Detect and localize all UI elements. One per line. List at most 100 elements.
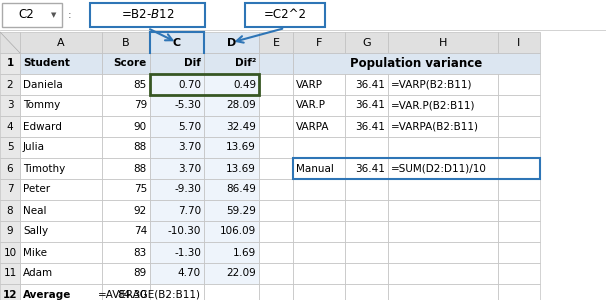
Bar (204, 221, 259, 242)
Bar (293, 179, 345, 200)
Bar (20, 242, 102, 263)
Text: -10.30: -10.30 (168, 226, 201, 236)
Bar (150, 179, 204, 200)
Bar (90, 3, 205, 27)
Bar (293, 158, 345, 179)
Bar (293, 53, 540, 74)
Bar (293, 116, 345, 137)
Text: 13.69: 13.69 (226, 142, 256, 152)
Bar (204, 263, 259, 284)
Bar (0, 116, 20, 137)
Text: 7.70: 7.70 (178, 206, 201, 215)
Bar (0, 284, 20, 300)
Bar (102, 32, 150, 53)
Bar (150, 32, 204, 53)
Text: H: H (439, 38, 447, 47)
Bar (102, 158, 150, 179)
Bar (0, 95, 20, 116)
Text: Sally: Sally (23, 226, 48, 236)
Bar (0, 0, 606, 30)
Bar (150, 263, 204, 284)
Bar (388, 116, 498, 137)
Text: G: G (362, 38, 371, 47)
Bar (293, 32, 345, 53)
Bar (345, 137, 388, 158)
Bar (204, 200, 259, 221)
Bar (345, 158, 388, 179)
Bar (150, 116, 204, 137)
Bar (102, 200, 150, 221)
Bar (498, 95, 540, 116)
Bar (102, 263, 150, 284)
Bar (498, 32, 540, 53)
Bar (498, 242, 540, 263)
Bar (345, 200, 388, 221)
Text: Neal: Neal (23, 206, 47, 215)
Text: 83: 83 (134, 248, 147, 257)
Bar (259, 200, 293, 221)
Text: =B2-$B$12: =B2-$B$12 (121, 8, 175, 22)
Text: Peter: Peter (23, 184, 50, 194)
Text: F: F (316, 38, 322, 47)
Text: -1.30: -1.30 (174, 248, 201, 257)
Text: 36.41: 36.41 (355, 100, 385, 110)
Bar (0, 53, 20, 74)
Bar (150, 242, 204, 263)
Text: E: E (273, 38, 279, 47)
Bar (388, 200, 498, 221)
Bar (150, 221, 204, 242)
Text: 28.09: 28.09 (226, 100, 256, 110)
Text: 88: 88 (134, 142, 147, 152)
Bar (20, 74, 102, 95)
Bar (498, 179, 540, 200)
Bar (259, 74, 293, 95)
Text: 1.69: 1.69 (233, 248, 256, 257)
Text: 32.49: 32.49 (226, 122, 256, 131)
Bar (388, 32, 498, 53)
Bar (293, 221, 345, 242)
Text: Average: Average (23, 290, 72, 299)
Bar (150, 200, 204, 221)
Text: 36.41: 36.41 (355, 122, 385, 131)
Bar (102, 116, 150, 137)
Bar (150, 95, 204, 116)
Bar (345, 95, 388, 116)
Text: VAR.P: VAR.P (296, 100, 326, 110)
Bar (498, 221, 540, 242)
Bar (20, 95, 102, 116)
Bar (204, 32, 259, 53)
Bar (259, 179, 293, 200)
Text: Edward: Edward (23, 122, 62, 131)
Bar (259, 95, 293, 116)
Text: 13.69: 13.69 (226, 164, 256, 173)
Text: 59.29: 59.29 (226, 206, 256, 215)
Bar (102, 95, 150, 116)
Text: 75: 75 (134, 184, 147, 194)
Bar (20, 137, 102, 158)
Bar (293, 263, 345, 284)
Bar (204, 284, 259, 300)
Bar (345, 284, 388, 300)
Text: -5.30: -5.30 (174, 100, 201, 110)
Bar (388, 284, 498, 300)
Text: Adam: Adam (23, 268, 53, 278)
Bar (204, 158, 259, 179)
Text: 88: 88 (134, 164, 147, 173)
Bar (345, 179, 388, 200)
Bar (0, 74, 20, 95)
Bar (245, 3, 325, 27)
Text: 36.41: 36.41 (355, 80, 385, 89)
Text: I: I (518, 38, 521, 47)
Bar (498, 74, 540, 95)
Text: Population variance: Population variance (350, 57, 482, 70)
Bar (0, 242, 20, 263)
Bar (0, 179, 20, 200)
Bar (0, 263, 20, 284)
Bar (498, 263, 540, 284)
Text: Dif: Dif (184, 58, 201, 68)
Text: 6: 6 (7, 164, 13, 173)
Text: 2: 2 (7, 80, 13, 89)
Text: 84.30: 84.30 (117, 290, 147, 299)
Bar (388, 74, 498, 95)
Bar (388, 221, 498, 242)
